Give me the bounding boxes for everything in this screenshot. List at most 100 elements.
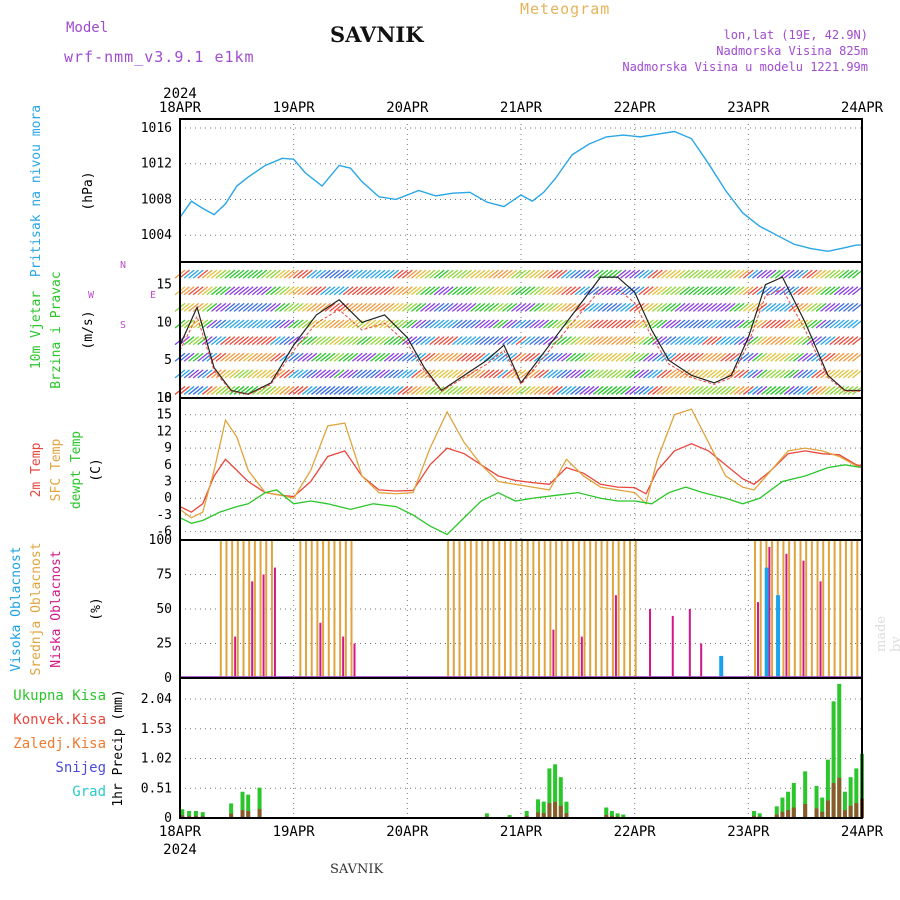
wind-arrow	[788, 369, 800, 379]
wind-arrow	[788, 352, 800, 362]
model-label: Model	[66, 20, 109, 36]
wind-arrow	[206, 319, 218, 329]
wind-arrow	[483, 286, 495, 296]
cloud-mid-bar	[526, 540, 529, 678]
cloud-mid-bar	[481, 540, 484, 678]
wind-arrow	[501, 385, 513, 395]
wind-arrow	[229, 369, 240, 379]
wind-arrows	[174, 269, 863, 395]
cloud-mid-bar	[611, 540, 614, 678]
wind-arrow	[497, 302, 509, 312]
wind-arrow	[183, 269, 195, 279]
wind-arrow	[483, 385, 495, 395]
wind-arrow	[470, 286, 481, 296]
wind-arrow	[529, 319, 541, 329]
precip-conv-bar	[547, 803, 552, 818]
wind-arrow	[520, 269, 531, 279]
wind-arrow	[606, 336, 618, 346]
wind-tick: 0	[164, 391, 172, 406]
wind-arrow	[679, 269, 691, 279]
time-label-bottom: 22APR	[614, 824, 657, 840]
wind-arrow	[829, 319, 841, 329]
wind-arrow	[656, 369, 668, 379]
wind-arrow	[802, 369, 813, 379]
wind-arrow	[606, 352, 618, 362]
wind-arrow	[188, 286, 200, 296]
wind-arrow	[474, 385, 486, 395]
wind-arrow	[615, 319, 627, 329]
wind-arrow	[406, 286, 418, 296]
wind-arrow	[224, 302, 236, 312]
wind-ylabel2: Brzina i Pravac	[49, 271, 64, 388]
wind-arrow	[310, 352, 322, 362]
wind-arrow	[570, 352, 581, 362]
compass-e: E	[150, 290, 156, 301]
wind-arrow	[820, 352, 832, 362]
wind-arrow	[815, 352, 827, 362]
wind-arrow	[301, 319, 313, 329]
wind-arrow	[779, 369, 791, 379]
wind-arrow	[438, 369, 450, 379]
wind-arrow	[683, 302, 695, 312]
wind-arrow	[588, 352, 600, 362]
wind-arrow	[547, 369, 559, 379]
wind-arrow	[333, 269, 345, 279]
wind-arrow	[574, 269, 586, 279]
wind-arrow	[411, 319, 422, 329]
wind-arrow	[683, 385, 695, 395]
wind-arrow	[515, 336, 527, 346]
cloud-low-bar	[552, 629, 555, 678]
wind-arrow	[611, 385, 622, 395]
wind-arrow	[324, 286, 336, 296]
wind-arrow	[556, 385, 568, 395]
cloud-mid-bar	[839, 540, 842, 678]
wind-arrow	[852, 319, 863, 329]
wind-arrow	[420, 269, 431, 279]
wind-arrow	[401, 269, 413, 279]
temp-tick: -3	[156, 508, 172, 523]
wind-arrow	[442, 385, 454, 395]
wind-arrow	[579, 369, 591, 379]
cloud-mid-bar	[532, 540, 535, 678]
wind-arrow	[779, 269, 791, 279]
wind-arrow	[806, 269, 818, 279]
wind-arrow	[388, 302, 400, 312]
wind-arrow	[497, 269, 509, 279]
wind-arrow	[833, 269, 845, 279]
wind-arrow	[411, 269, 422, 279]
wind-arrow	[697, 302, 709, 312]
wind-arrow	[515, 352, 527, 362]
wind-arrow	[742, 369, 754, 379]
cloud-mid-bar	[248, 540, 251, 678]
wind-arrow	[183, 302, 195, 312]
cloud-mid-bar	[447, 540, 450, 678]
precip-conv-bar	[774, 814, 779, 818]
wind-arrow	[538, 319, 550, 329]
wind-arrow	[683, 352, 695, 362]
wind-arrow	[392, 286, 404, 296]
cloud-mid-bar	[316, 540, 319, 678]
wind-arrow	[824, 369, 836, 379]
wind-arrow	[802, 336, 813, 346]
wind-arrow	[611, 369, 622, 379]
wind-arrow	[542, 319, 554, 329]
wind-arrow	[433, 286, 445, 296]
wind-arrow	[729, 286, 741, 296]
cloud-mid-bar	[555, 540, 558, 678]
cloud-mid-bar	[299, 540, 302, 678]
wind-arrow	[597, 352, 609, 362]
cloud-mid-bar	[572, 540, 575, 678]
wind-arrow	[424, 385, 436, 395]
wind-arrow	[361, 269, 372, 279]
precip-tick: 1.02	[141, 752, 172, 767]
wind-arrow	[574, 369, 586, 379]
wind-arrow	[620, 369, 631, 379]
cloud-mid-bar	[259, 540, 262, 678]
wind-arrow	[210, 302, 222, 312]
wind-arrow	[388, 336, 400, 346]
wind-arrow	[683, 269, 695, 279]
wind-arrow	[288, 385, 300, 395]
wind-arrow	[433, 269, 445, 279]
precip-bar	[825, 759, 830, 818]
wind-arrow	[192, 352, 204, 362]
